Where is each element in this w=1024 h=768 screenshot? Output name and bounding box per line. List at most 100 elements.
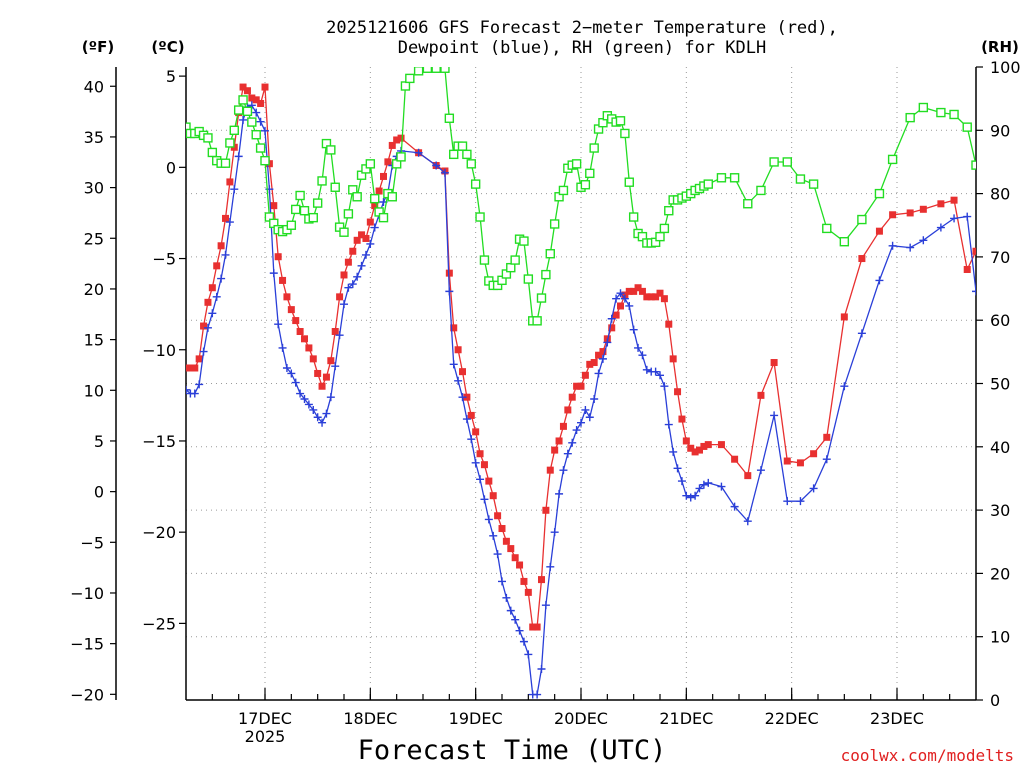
- temperature-point: [682, 437, 690, 445]
- rh-point: [444, 113, 455, 123]
- temperature-point: [520, 577, 528, 585]
- temperature-point: [375, 187, 383, 195]
- rh-point: [839, 237, 850, 247]
- rh-point: [466, 159, 476, 169]
- rh-point: [887, 154, 898, 165]
- temperature-point: [195, 355, 203, 363]
- temperature-point: [239, 83, 247, 91]
- dewpoint-point: [704, 478, 713, 487]
- rh-point: [260, 155, 270, 166]
- rh-point: [729, 173, 740, 183]
- dewpoint-point: [620, 294, 629, 303]
- temperature-point: [344, 258, 352, 266]
- dewpoint-point: [208, 309, 217, 318]
- rh-point: [624, 177, 634, 187]
- temperature-point: [783, 457, 791, 465]
- dewpoint-point: [484, 515, 493, 524]
- temperature-point: [204, 298, 212, 306]
- rh-point: [769, 157, 779, 167]
- temperature-point: [480, 461, 488, 469]
- dewpoint-point: [239, 115, 248, 124]
- dewpoint-point: [906, 243, 915, 252]
- temperature-point: [599, 348, 607, 356]
- dewpoint-point: [550, 528, 559, 537]
- rh-point: [971, 160, 976, 170]
- dewpoint-point: [783, 497, 792, 506]
- rh-point: [506, 262, 516, 273]
- rh-point: [470, 179, 481, 189]
- temperature-point: [353, 236, 361, 244]
- temperature-point: [744, 472, 752, 480]
- x-axis-label: Forecast Time (UTC): [358, 735, 667, 766]
- dewpoint-point: [261, 126, 269, 135]
- dewpoint-point: [476, 475, 485, 484]
- temperature-point: [362, 234, 370, 242]
- temperature-point: [279, 276, 287, 284]
- dewpoint-point: [568, 438, 577, 447]
- rh-point: [655, 231, 665, 242]
- rh-point: [541, 269, 551, 280]
- fahrenheit-tick-label: 0: [94, 483, 104, 502]
- rh-point: [585, 168, 595, 179]
- rh-point: [795, 174, 806, 184]
- dewpoint-point: [326, 393, 335, 402]
- rh-point: [571, 159, 582, 169]
- dewpoint-point: [291, 378, 300, 387]
- dewpoint-point: [563, 449, 572, 458]
- dewpoint-point: [309, 405, 318, 414]
- temperature-point: [309, 355, 317, 363]
- rh-point: [255, 143, 266, 153]
- dewpoint-point: [972, 287, 976, 296]
- rh-point: [659, 223, 670, 234]
- dewpoint-point: [616, 289, 625, 298]
- celsius-tick-label: −25: [142, 614, 176, 633]
- rh-point: [479, 255, 490, 265]
- rh-point: [808, 179, 819, 189]
- dewpoint-point: [252, 108, 261, 117]
- rh-point: [523, 274, 534, 284]
- rh-point: [962, 122, 972, 132]
- rh-point: [400, 81, 411, 91]
- rh-point: [532, 316, 542, 326]
- temperature-point: [498, 525, 506, 533]
- dewpoint-point: [296, 389, 305, 398]
- rh-point: [422, 67, 433, 73]
- celsius-tick-label: −20: [142, 523, 176, 542]
- dewpoint-point: [366, 239, 375, 248]
- dewpoint-point: [919, 236, 928, 245]
- fahrenheit-tick-label: −5: [80, 533, 104, 552]
- temperature-point: [327, 357, 335, 365]
- dewpoint-point: [515, 626, 524, 635]
- rh-point: [247, 117, 257, 127]
- temperature-point: [840, 313, 848, 321]
- fahrenheit-tick-label: 25: [84, 229, 104, 248]
- dewpoint-point: [300, 395, 309, 404]
- rh-point: [782, 157, 792, 167]
- temperature-point: [388, 141, 396, 149]
- rh-point: [756, 185, 766, 196]
- dewpoint-point: [577, 418, 585, 427]
- fahrenheit-tick-label: −15: [70, 635, 104, 654]
- temperature-point: [919, 205, 927, 213]
- dewpoint-point: [691, 491, 700, 500]
- dewpoint-point: [603, 338, 612, 347]
- dewpoint-point: [699, 480, 708, 489]
- x-tick-label: 21DEC: [659, 709, 713, 728]
- dewpoint-point: [796, 497, 805, 506]
- temperature-point: [318, 382, 326, 390]
- dewpoint-point: [559, 466, 568, 475]
- temperature-point: [551, 446, 559, 454]
- temperature-point: [283, 293, 291, 301]
- fahrenheit-tick-label: 5: [94, 432, 104, 451]
- celsius-tick-label: 5: [166, 67, 176, 86]
- dewpoint-point: [344, 283, 353, 292]
- dewpoint-point: [274, 320, 283, 329]
- temperature-point: [757, 391, 765, 399]
- rh-point: [225, 138, 235, 148]
- temperature-point: [454, 346, 462, 354]
- rh-tick-label: 90: [990, 121, 1010, 140]
- dewpoint-point: [625, 301, 634, 310]
- dewpoint-point: [581, 405, 590, 414]
- rh-point: [457, 141, 468, 151]
- temperature-point: [314, 369, 322, 377]
